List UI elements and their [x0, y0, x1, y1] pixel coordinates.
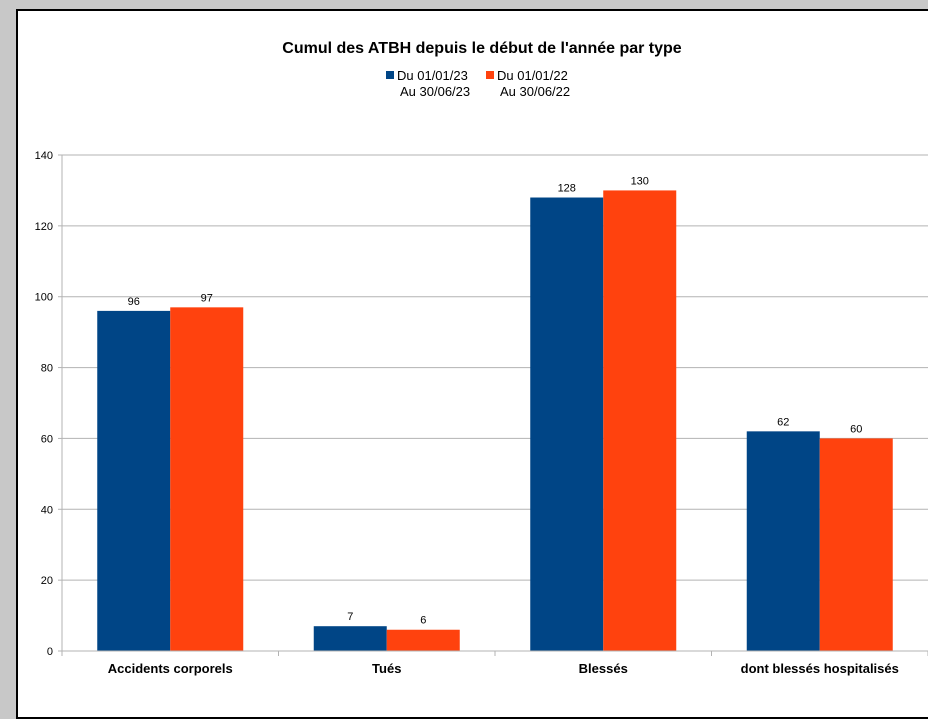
x-category-label: Tués	[372, 661, 401, 676]
data-label: 6	[420, 615, 426, 627]
data-label: 96	[128, 296, 140, 308]
x-category-label: Blessés	[579, 661, 628, 676]
bar-3-series-2	[603, 190, 677, 651]
y-tick-label: 120	[35, 221, 53, 233]
y-tick-label: 40	[41, 504, 53, 516]
y-axis: 0 20 40 60 80 100 120 140	[35, 150, 63, 658]
legend-entry-1-line2: Au 30/06/23	[400, 84, 470, 99]
y-tick-label: 140	[35, 150, 53, 162]
bar-2-series-2	[386, 629, 460, 651]
chart-title: Cumul des ATBH depuis le début de l'anné…	[282, 40, 682, 57]
legend-entry-2-line1: Du 01/01/22	[497, 68, 568, 83]
bar-1-series-1	[97, 310, 171, 651]
y-tick-label: 20	[41, 575, 53, 587]
legend-swatch-2	[486, 71, 494, 79]
legend-swatch-1	[386, 71, 394, 79]
data-label: 62	[777, 416, 789, 428]
y-tick-label: 60	[41, 433, 53, 445]
bar-3-series-1	[530, 197, 604, 651]
x-category-label: dont blessés hospitalisés	[741, 661, 899, 676]
data-label: 97	[201, 292, 213, 304]
y-tick-label: 100	[35, 292, 53, 304]
data-label: 130	[631, 175, 649, 187]
data-label: 60	[850, 423, 862, 435]
bar-2-series-1	[313, 626, 387, 651]
data-label: 7	[347, 611, 353, 623]
y-tick-label: 80	[41, 363, 53, 375]
chart-frame: Cumul des ATBH depuis le début de l'anné…	[16, 9, 928, 719]
bar-4-series-2	[819, 438, 893, 651]
bar-4-series-1	[746, 431, 820, 651]
x-category-label: Accidents corporels	[108, 661, 233, 676]
data-label: 128	[558, 183, 576, 195]
bars: 96 97 7 6 128 130 62 60	[97, 175, 893, 651]
legend-entry-2-line2: Au 30/06/22	[500, 84, 570, 99]
legend-entry-1-line1: Du 01/01/23	[397, 68, 468, 83]
bar-chart: Cumul des ATBH depuis le début de l'anné…	[35, 40, 928, 676]
x-axis: Accidents corporels Tués Blessés dont bless…	[58, 650, 928, 676]
y-tick-label: 0	[47, 646, 53, 658]
bar-1-series-2	[170, 307, 244, 651]
